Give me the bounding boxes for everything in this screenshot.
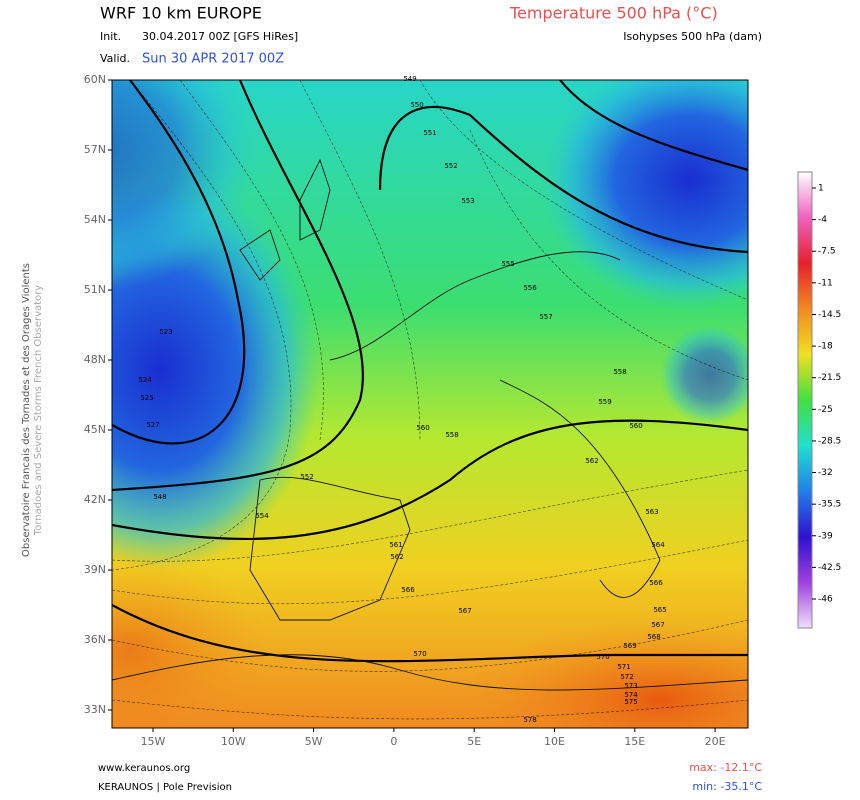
colorbar-label: -32	[818, 468, 833, 478]
lat-label: 33N	[84, 703, 106, 716]
lon-label: 15E	[624, 735, 645, 748]
contour-label: 553	[461, 197, 474, 205]
contour-label: 578	[523, 716, 536, 724]
contour-label: 568	[647, 633, 660, 641]
lon-label: 10W	[221, 735, 246, 748]
isohypses: Isohypses 500 hPa (dam)	[623, 30, 762, 43]
contour-label: 550	[410, 101, 423, 109]
contour-label: 570	[596, 653, 609, 661]
valid: Sun 30 APR 2017 00Z	[142, 52, 284, 67]
contour-label: 527	[146, 421, 159, 429]
contour-label: 548	[153, 493, 166, 501]
contour-label: 524	[138, 376, 152, 384]
colorbar-label: -25	[818, 405, 833, 415]
contour-label: 549	[403, 75, 416, 83]
lon-label: 5E	[467, 735, 481, 748]
contour-label: 572	[620, 673, 633, 681]
contour-label: 573	[624, 682, 637, 690]
contour-label: 567	[458, 607, 471, 615]
contour-label: 552	[444, 162, 457, 170]
contour-label: 557	[539, 313, 552, 321]
contour-label: 555	[501, 260, 514, 268]
contour-label: 558	[613, 368, 626, 376]
colorbar-label: -11	[818, 278, 833, 288]
contour-label: 563	[645, 508, 658, 516]
colorbar-label: -14.5	[818, 310, 841, 320]
lat-label: 36N	[84, 633, 106, 646]
colorbar-label: -4	[818, 215, 827, 225]
colorbar-label: 1	[818, 184, 824, 194]
map-field	[112, 80, 748, 728]
contour-label: 562	[585, 457, 598, 465]
contour-label: 560	[416, 424, 429, 432]
colorbar-label: -39	[818, 531, 833, 541]
colorbar-label: -7.5	[818, 247, 836, 257]
lat-label: 57N	[84, 143, 106, 156]
colorbar-label: -42.5	[818, 563, 841, 573]
init-label: Init.	[100, 30, 121, 43]
lat-label: 39N	[84, 563, 106, 576]
org-en: Tornadoes and Severe Storms French Obser…	[33, 285, 44, 536]
colorbar	[797, 171, 813, 629]
org-fr: Observatoire Francais des Tornades et de…	[21, 263, 32, 557]
contour-label: 554	[255, 512, 269, 520]
contour-label: 561	[389, 541, 402, 549]
contour-label: 564	[651, 541, 665, 549]
contour-label: 569	[623, 642, 636, 650]
lat-label: 60N	[84, 73, 106, 86]
valid-label: Valid.	[100, 52, 130, 65]
site: www.keraunos.org	[98, 763, 190, 774]
colorbar-label: -46	[818, 595, 833, 605]
colorbar-label: -35.5	[818, 500, 841, 510]
lat-label: 51N	[84, 283, 106, 296]
max: max: -12.1°C	[689, 761, 762, 774]
parameter: Temperature 500 hPa (°C)	[509, 4, 718, 23]
contour-label: 565	[653, 606, 666, 614]
map-frame	[111, 79, 749, 729]
contour-label: 523	[159, 328, 172, 336]
contour-label: 567	[651, 621, 664, 629]
lon-label: 20E	[705, 735, 726, 748]
lon-label: 15W	[141, 735, 166, 748]
lon-label: 10E	[544, 735, 565, 748]
init: 30.04.2017 00Z [GFS HiRes]	[142, 30, 298, 43]
lon-label: 0	[390, 735, 397, 748]
contour-label: 558	[445, 431, 458, 439]
contour-label: 571	[617, 663, 630, 671]
contour-label: 551	[423, 129, 436, 137]
contour-label: 575	[624, 698, 637, 706]
min: min: -35.1°C	[692, 780, 762, 793]
lat-label: 42N	[84, 493, 106, 506]
colorbar-label: -21.5	[818, 373, 841, 383]
contour-label: 560	[629, 422, 642, 430]
lat-label: 45N	[84, 423, 106, 436]
contour-label: 570	[413, 650, 426, 658]
contour-label: 525	[140, 394, 153, 402]
contour-label: 574	[624, 691, 638, 699]
colorbar-label: -28.5	[818, 436, 841, 446]
lat-label: 54N	[84, 213, 106, 226]
contour-label: 566	[401, 586, 415, 594]
model: WRF 10 km EUROPE	[100, 4, 262, 23]
lat-label: 48N	[84, 353, 106, 366]
brand: KERAUNOS | Pole Prevision	[98, 782, 232, 793]
contour-label: 559	[598, 398, 611, 406]
contour-label: 562	[390, 553, 403, 561]
colorbar-label: -18	[818, 342, 833, 352]
contour-label: 556	[523, 284, 537, 292]
contour-label: 552	[300, 473, 313, 481]
contour-label: 566	[649, 579, 663, 587]
lon-label: 5W	[305, 735, 323, 748]
